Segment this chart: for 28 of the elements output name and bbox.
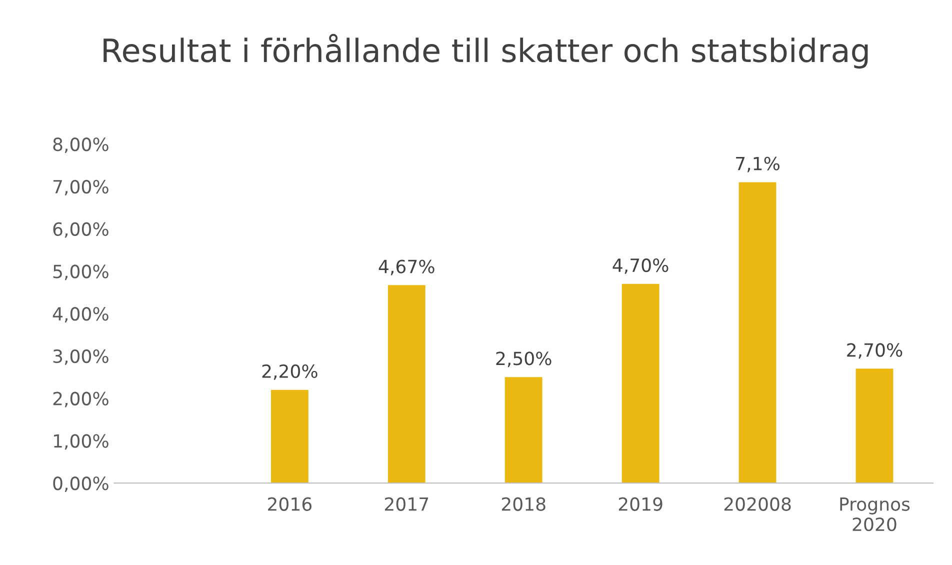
data-label: 7,1% — [736, 156, 780, 172]
x-tick-label: 2019 — [618, 497, 662, 511]
data-label: 4,67% — [378, 260, 434, 276]
bar — [622, 284, 660, 484]
bar — [738, 182, 776, 484]
bar — [270, 390, 308, 484]
bar — [856, 368, 894, 484]
y-tick-label: 8,00% — [53, 138, 108, 154]
bar — [388, 285, 426, 484]
data-label: 2,70% — [847, 343, 902, 359]
x-tick-label: 202008 — [724, 497, 791, 511]
data-label: 2,50% — [496, 352, 552, 368]
x-tick-label: 2017 — [384, 497, 428, 511]
x-tick-label: Prognos 2020 — [840, 498, 910, 532]
x-tick-label: 2016 — [268, 497, 312, 511]
y-tick-label: 3,00% — [53, 349, 108, 365]
y-tick-label: 6,00% — [53, 222, 108, 238]
y-tick-label: 4,00% — [52, 307, 108, 323]
data-label: 2,20% — [262, 364, 318, 380]
y-tick-label: 7,00% — [54, 180, 108, 196]
bar — [504, 377, 542, 484]
y-tick-label: 2,00% — [53, 392, 108, 408]
y-tick-label: 1,00% — [54, 434, 108, 450]
chart-title: Resultat i förhållande till skatter och statsbidrag — [104, 34, 868, 69]
y-tick-label: 0,00% — [53, 476, 108, 492]
y-tick-label: 5,00% — [53, 264, 108, 280]
data-label: 4,70% — [612, 258, 668, 274]
x-tick-label: 2018 — [502, 497, 546, 511]
